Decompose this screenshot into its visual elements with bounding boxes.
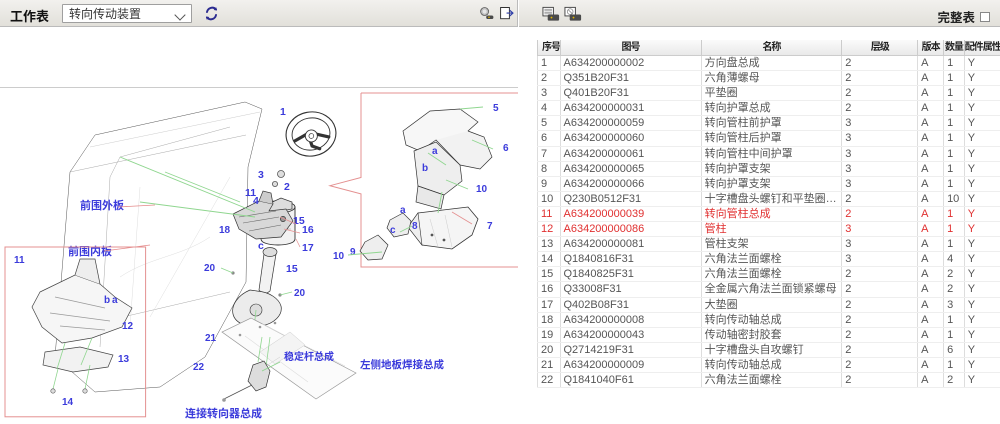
svg-text:10: 10 [476, 184, 488, 195]
svg-text:a: a [432, 146, 438, 157]
svg-text:6: 6 [503, 143, 509, 154]
svg-text:9: 9 [350, 247, 356, 258]
svg-text:11: 11 [14, 255, 25, 266]
svg-text:a: a [112, 295, 118, 306]
svg-text:b: b [422, 163, 428, 174]
svg-text:21: 21 [205, 333, 217, 344]
svg-text:12: 12 [122, 321, 134, 332]
svg-text:a: a [400, 205, 406, 216]
svg-text:5: 5 [493, 103, 499, 114]
svg-text:17: 17 [302, 242, 314, 254]
svg-text:15: 15 [286, 263, 298, 275]
svg-text:稳定杆总成: 稳定杆总成 [284, 350, 334, 363]
svg-text:前围外板: 前围外板 [80, 198, 124, 212]
svg-text:8: 8 [412, 221, 418, 232]
svg-text:b: b [104, 295, 110, 306]
svg-text:14: 14 [62, 397, 74, 408]
svg-text:1: 1 [280, 106, 286, 118]
svg-text:20: 20 [204, 263, 216, 274]
svg-text:2: 2 [284, 181, 290, 193]
svg-text:18: 18 [219, 225, 231, 236]
svg-text:10: 10 [333, 251, 345, 262]
svg-text:11: 11 [245, 187, 256, 199]
svg-text:c: c [258, 240, 264, 252]
svg-text:13: 13 [118, 354, 130, 365]
svg-text:左侧地板焊接总成: 左侧地板焊接总成 [360, 358, 444, 371]
svg-text:c: c [390, 225, 396, 236]
svg-text:7: 7 [487, 221, 493, 232]
svg-text:16: 16 [302, 224, 314, 236]
svg-text:22: 22 [193, 362, 205, 373]
svg-text:3: 3 [258, 169, 264, 181]
svg-text:连接转向器总成: 连接转向器总成 [185, 406, 262, 420]
svg-text:20: 20 [294, 288, 306, 299]
